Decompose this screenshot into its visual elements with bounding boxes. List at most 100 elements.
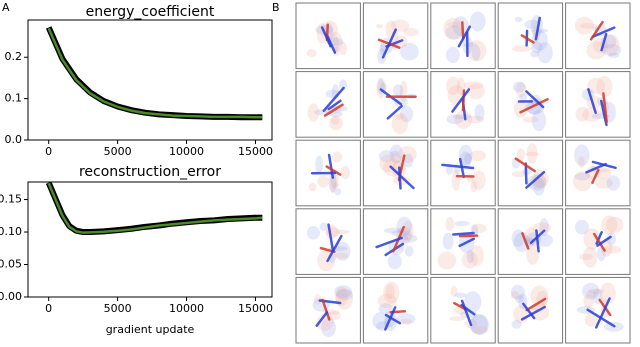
filter-stroke <box>534 16 541 41</box>
filter-stroke <box>514 157 536 173</box>
filter-blob <box>510 284 525 300</box>
series-line <box>47 27 263 119</box>
filter-blob <box>587 77 606 94</box>
axes-frame <box>27 19 273 141</box>
filter-stroke <box>522 302 536 320</box>
filter-blob <box>514 16 523 23</box>
filter-cell <box>430 208 496 275</box>
filter-stroke <box>451 88 471 113</box>
filter-blob <box>445 25 464 40</box>
filter-blob <box>400 318 413 324</box>
filter-blob <box>574 144 590 166</box>
filter-blob <box>527 174 547 191</box>
y-tick-label: 0.2 <box>5 50 23 63</box>
filter-blob <box>332 151 343 163</box>
filter-blob <box>516 148 525 162</box>
filter-stroke <box>320 26 332 48</box>
chart-title: reconstruction_error <box>79 164 221 180</box>
filter-blob <box>524 19 541 30</box>
filter-stroke <box>591 160 617 170</box>
filter-blob <box>574 172 591 181</box>
filter-blob <box>464 291 482 313</box>
filter-stroke <box>595 231 603 245</box>
filter-blob <box>469 150 486 161</box>
filter-blob <box>451 169 461 191</box>
filter-stroke <box>323 103 344 117</box>
filter-stroke <box>520 34 535 44</box>
filter-stroke <box>591 26 616 38</box>
filter-blob <box>319 222 328 231</box>
filter-blob <box>525 152 540 157</box>
filter-blob <box>447 22 462 28</box>
filter-blob <box>372 312 388 330</box>
filter-blob <box>513 100 528 118</box>
x-tick-label: 10000 <box>169 145 204 158</box>
series-line <box>45 182 263 236</box>
filter-blob <box>459 151 472 169</box>
filter-blob <box>339 79 347 91</box>
filter-blob <box>452 16 469 37</box>
filter-cell <box>362 2 429 70</box>
filter-stroke <box>520 305 546 321</box>
filter-stroke <box>593 232 606 252</box>
filter-stroke <box>525 297 547 312</box>
filter-stroke <box>460 299 473 327</box>
filter-blob <box>470 314 489 335</box>
filter-stroke <box>384 313 402 325</box>
filter-blob <box>470 326 489 334</box>
panel-label: A <box>2 1 10 14</box>
filter-blob <box>446 114 464 125</box>
filter-stroke <box>525 90 545 109</box>
filter-blob <box>385 283 395 300</box>
filter-stroke <box>461 89 466 112</box>
filter-blob <box>601 215 618 235</box>
filter-stroke <box>458 237 476 248</box>
series-line <box>47 182 263 234</box>
filter-blob <box>531 109 546 132</box>
filter-blob <box>464 153 472 165</box>
y-tick-label: 0.00 <box>0 290 22 303</box>
filter-blob <box>600 238 613 257</box>
filter-blob <box>513 232 530 253</box>
filter-blob <box>335 241 351 261</box>
filter-blob <box>378 303 393 315</box>
filter-stroke <box>441 163 475 170</box>
chart-title: energy_coefficient <box>86 4 215 20</box>
filter-blob <box>375 24 383 29</box>
filter-cell <box>497 208 564 275</box>
filter-stroke <box>381 28 397 59</box>
filter-blob <box>329 174 337 194</box>
filter-cell <box>362 276 429 344</box>
filter-grid <box>295 2 631 344</box>
filter-stroke <box>386 104 403 120</box>
filter-blob <box>458 144 473 166</box>
filter-blob <box>387 253 402 270</box>
filter-blob <box>575 106 589 122</box>
filter-blob <box>321 317 337 338</box>
panel-label: B <box>272 1 280 14</box>
filter-blob <box>466 83 485 100</box>
filter-blob <box>470 245 484 267</box>
filter-blob <box>315 155 324 174</box>
filter-stroke <box>326 234 343 263</box>
filter-stroke <box>315 311 329 327</box>
filter-stroke <box>602 92 608 124</box>
filter-blob <box>335 288 354 310</box>
filter-blob <box>526 142 538 165</box>
filter-blob <box>445 165 454 175</box>
filter-blob <box>606 175 621 191</box>
filter-blob <box>596 75 613 98</box>
series-line <box>45 26 263 121</box>
filter-blob <box>578 156 585 169</box>
filter-blob <box>602 245 622 254</box>
filter-blob <box>307 103 320 122</box>
filter-blob <box>306 225 320 240</box>
filter-blob <box>586 290 597 298</box>
filter-blob <box>595 177 613 189</box>
filter-cell <box>565 276 631 344</box>
filter-stroke <box>325 34 337 54</box>
filter-blob <box>306 49 317 58</box>
y-tick-label: 0.05 <box>0 258 22 271</box>
filter-blob <box>313 294 322 305</box>
